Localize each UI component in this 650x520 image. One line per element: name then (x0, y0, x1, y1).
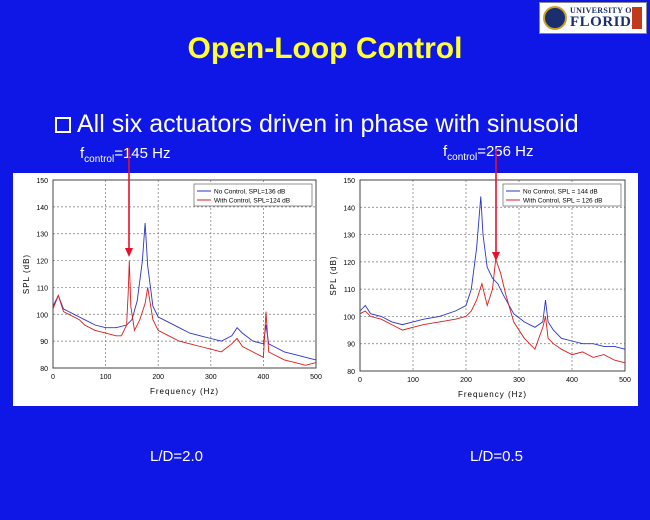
y-tick-label: 140 (343, 205, 355, 212)
y-tick-label: 140 (36, 205, 48, 212)
bullet-text: All six actuators driven in phase with s… (77, 110, 579, 138)
bullet-item: All six actuators driven in phase with s… (55, 110, 579, 139)
plot-frame (359, 179, 626, 372)
x-tick-label: 500 (310, 374, 322, 381)
checkbox-bullet-icon (55, 116, 71, 133)
y-axis-label: SPL (dB) (329, 255, 338, 295)
spl-chart-left: 80 90 100 110 120 130 140 150 0 100 200 300 400 500 Fr… (22, 148, 322, 396)
y-tick-label: 130 (36, 232, 48, 239)
x-tick-label: 200 (460, 377, 472, 384)
x-axis-label: Frequency (Hz) (150, 387, 219, 396)
x-tick-label: 400 (566, 377, 578, 384)
control-frequency-label-right: fcontrol=256 Hz (443, 143, 533, 163)
seal-icon (543, 6, 567, 30)
x-tick-label: 300 (513, 377, 525, 384)
y-tick-label: 100 (36, 312, 48, 319)
freq-prefix: f (80, 145, 85, 162)
control-arrowhead (492, 252, 500, 261)
caption-left: L/D=2.0 (150, 448, 203, 465)
y-tick-label: 150 (36, 178, 48, 185)
y-tick-label: 100 (343, 314, 355, 321)
freq-value: =256 Hz (477, 143, 534, 160)
plot-frame (52, 179, 317, 369)
legend-entry: With Control, SPL = 126 dB (523, 198, 602, 205)
x-axis-label: Frequency (Hz) (458, 390, 527, 399)
chart-panel-right: 80 90 100 110 120 130 140 150 0 100 200 300 400 500 Fr… (325, 149, 638, 406)
university-logo: UNIVERSITY OF FLORIDA (539, 2, 647, 34)
y-tick-label: 110 (37, 285, 48, 292)
legend-entry: With Control, SPL=124 dB (214, 198, 290, 205)
x-tick-label: 100 (407, 377, 419, 384)
x-tick-label: 200 (152, 374, 164, 381)
control-arrowhead (125, 248, 133, 257)
control-frequency-label-left: fcontrol=145 Hz (80, 145, 170, 165)
x-tick-label: 0 (51, 374, 55, 381)
freq-subscript: control (447, 152, 478, 163)
y-tick-label: 80 (40, 366, 48, 373)
x-tick-label: 300 (205, 374, 217, 381)
freq-value: =145 Hz (114, 145, 171, 162)
y-tick-label: 120 (343, 260, 355, 267)
series-line-no-control (52, 222, 317, 361)
x-tick-label: 500 (619, 377, 631, 384)
y-tick-label: 110 (344, 287, 355, 294)
y-tick-label: 120 (36, 259, 48, 266)
y-tick-label: 80 (347, 369, 355, 376)
freq-subscript: control (84, 154, 115, 165)
legend-entry: No Control, SPL = 144 dB (523, 189, 598, 196)
logo-text-main: FLORIDA (570, 14, 643, 30)
y-axis-label: SPL (dB) (22, 254, 31, 294)
spl-chart-right: 80 90 100 110 120 130 140 150 0 100 200 300 400 500 Fr… (329, 149, 631, 399)
series-line-with-control (359, 258, 626, 364)
series-line-no-control (359, 196, 626, 350)
logo-emblem-icon (632, 7, 642, 29)
y-tick-label: 90 (40, 339, 48, 346)
chart-panel-left: 80 90 100 110 120 130 140 150 0 100 200 300 400 500 Fr… (13, 148, 325, 406)
series-line-with-control (52, 260, 317, 366)
caption-right: L/D=0.5 (470, 448, 523, 465)
legend-box (193, 183, 313, 207)
legend-entry: No Control, SPL=136 dB (214, 189, 285, 196)
y-tick-label: 90 (347, 342, 355, 349)
freq-prefix: f (443, 143, 448, 160)
y-tick-label: 150 (343, 178, 355, 185)
x-tick-label: 0 (358, 377, 362, 384)
x-tick-label: 100 (100, 374, 112, 381)
legend-box (502, 183, 622, 207)
logo-text-top: UNIVERSITY OF (570, 6, 637, 15)
x-tick-label: 400 (258, 374, 270, 381)
slide-title: Open-Loop Control (187, 32, 463, 65)
y-tick-label: 130 (343, 233, 355, 240)
